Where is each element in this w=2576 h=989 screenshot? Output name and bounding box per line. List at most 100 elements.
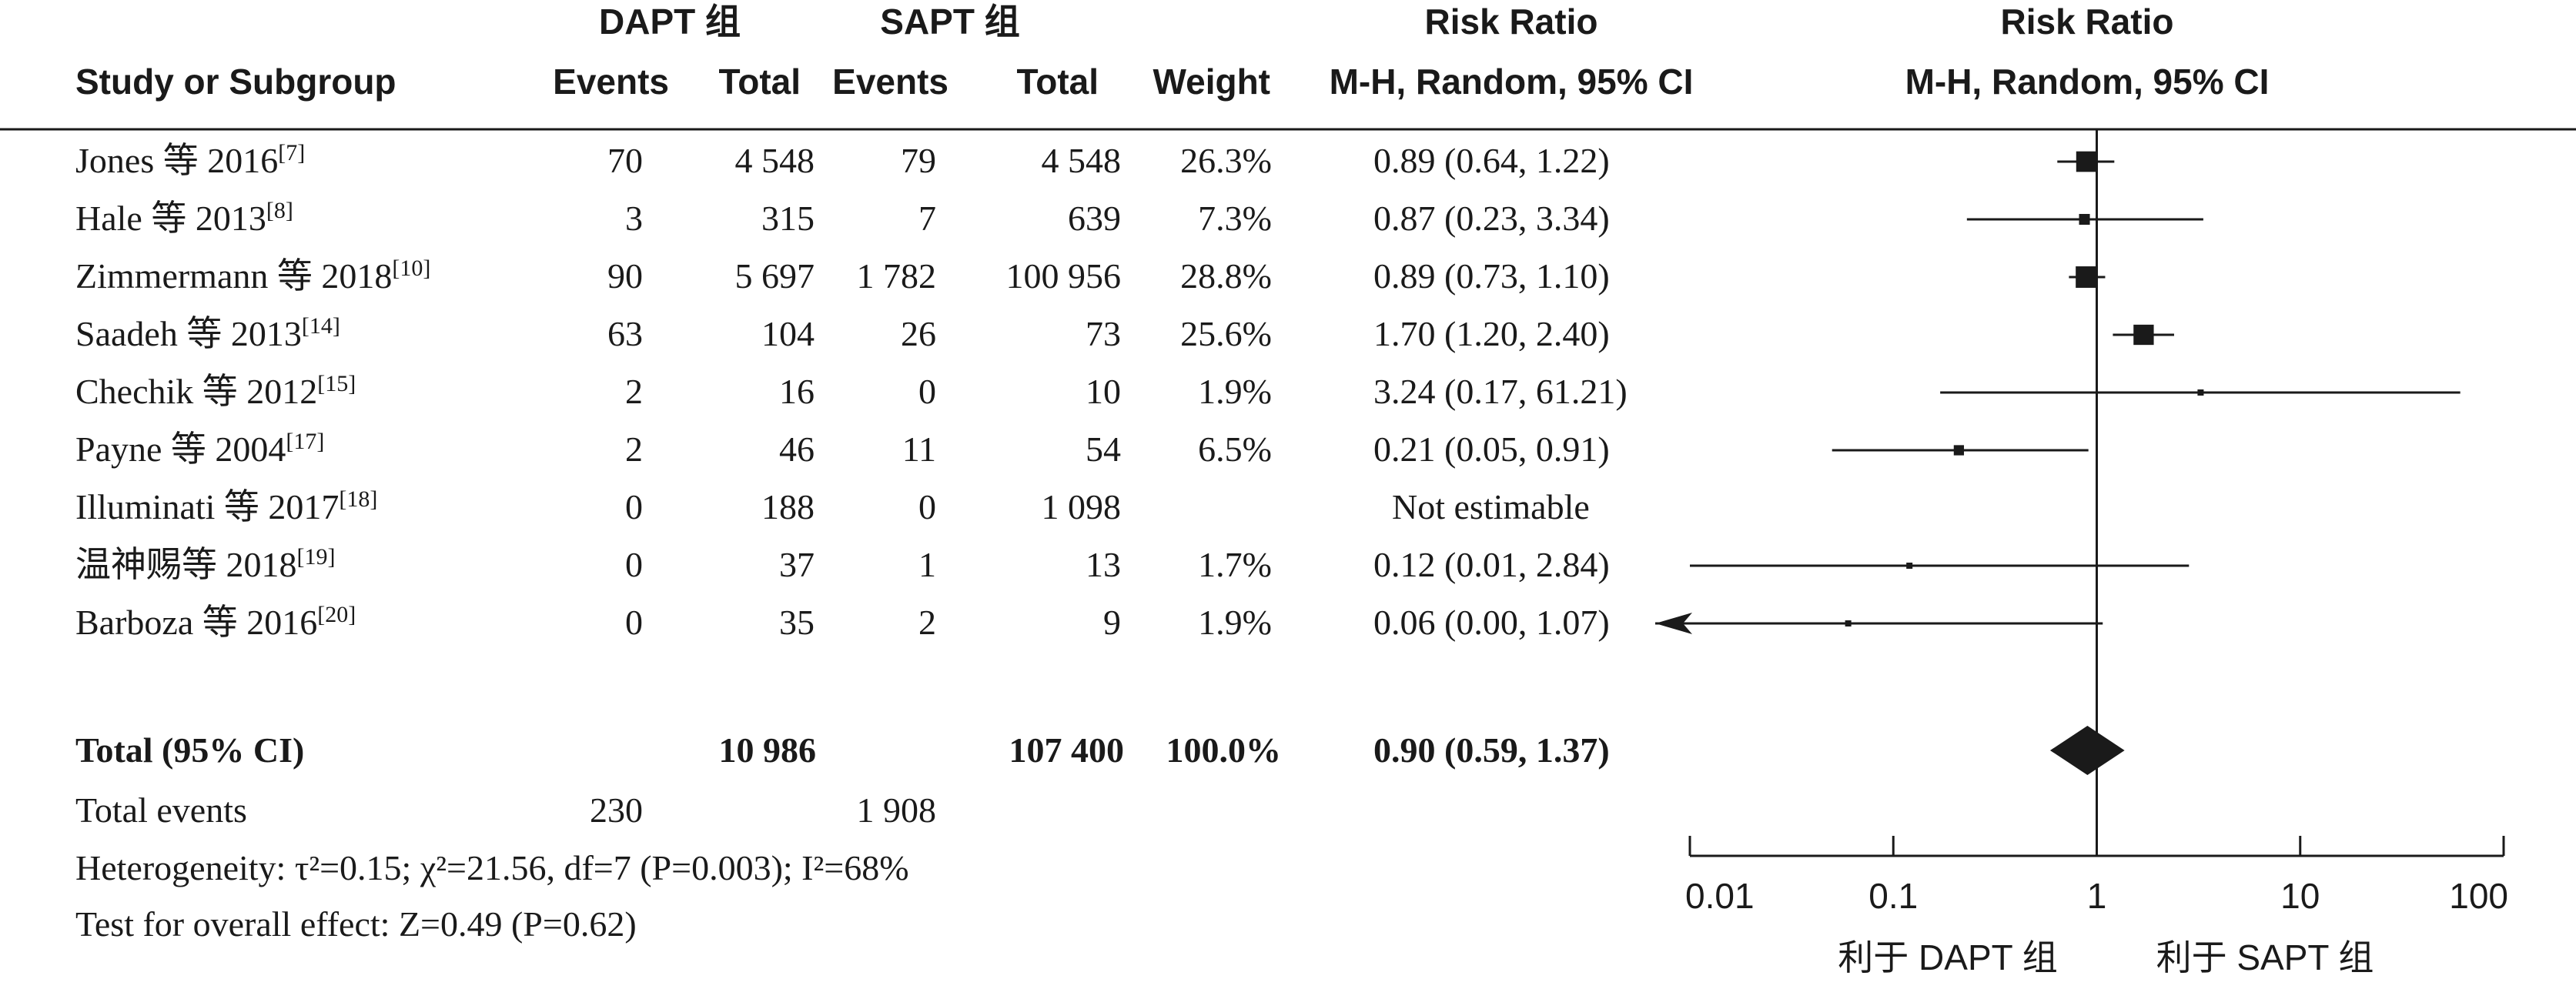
study-name-text: Saadeh 等 2013 [75, 314, 302, 353]
study-name: Barboza 等 2016[20] [75, 602, 356, 642]
study-reference: [19] [297, 544, 336, 570]
dapt-total-header: Total [719, 62, 801, 102]
effect-marker [2076, 266, 2098, 288]
ci-cell: 1.70 (1.20, 2.40) [1373, 314, 1610, 353]
sapt-group-header: SAPT 组 [880, 2, 1019, 42]
dapt-events-cell: 70 [607, 141, 643, 180]
rr-method-right: M-H, Random, 95% CI [1905, 62, 2270, 102]
sapt-events-cell: 1 [918, 545, 936, 584]
forest-plot-area: 0.01 0.1 1 10 100 [1655, 129, 2508, 916]
study-name: 温神赐等 2018[19] [75, 544, 335, 584]
weight-header: Weight [1153, 62, 1270, 102]
study-name: Payne 等 2004[17] [75, 429, 324, 469]
dapt-total-cell: 315 [761, 199, 815, 238]
sapt-total-cell: 10 [1086, 372, 1121, 411]
total-sapt-total: 107 400 [1009, 730, 1125, 770]
effect-marker [1906, 563, 1913, 569]
sapt-total-cell: 73 [1086, 314, 1121, 353]
weight-cell: 1.9% [1198, 372, 1272, 411]
sapt-events-cell: 79 [901, 141, 936, 180]
weight-cell: 25.6% [1180, 314, 1272, 353]
study-reference: [17] [286, 429, 324, 454]
study-reference: [10] [392, 256, 430, 281]
sapt-total-cell: 1 098 [1042, 487, 1122, 526]
dapt-total-cell: 35 [779, 603, 815, 642]
total-weight: 100.0% [1166, 730, 1282, 770]
x-tick-label: 100 [2449, 876, 2508, 916]
study-name: Saadeh 等 2013[14] [75, 313, 340, 353]
study-name-text: Zimmermann 等 2018 [75, 256, 392, 296]
effect-marker [2076, 151, 2097, 172]
sapt-total-header: Total [1017, 62, 1099, 102]
favours-sapt-label: 利于 SAPT 组 [2156, 937, 2374, 977]
ci-cell: 0.12 (0.01, 2.84) [1373, 545, 1610, 584]
study-name-text: Illuminati 等 2017 [75, 487, 339, 526]
sapt-events-cell: 0 [918, 372, 936, 411]
study-reference: [8] [266, 198, 293, 223]
study-name-text: 温神赐等 2018 [75, 545, 297, 584]
sapt-events-cell: 0 [918, 487, 936, 526]
heterogeneity-text: Heterogeneity: τ²=0.15; χ²=21.56, df=7 (… [75, 848, 909, 887]
study-name: Jones 等 2016[7] [75, 140, 305, 180]
weight-cell: 7.3% [1198, 199, 1272, 238]
dapt-group-header: DAPT 组 [599, 2, 741, 42]
total-ci: 0.90 (0.59, 1.37) [1373, 730, 1610, 770]
weight-cell: 1.9% [1198, 603, 1272, 642]
dapt-events-cell: 0 [625, 545, 643, 584]
rr-title-right: Risk Ratio [2001, 2, 2174, 42]
study-reference: [7] [278, 140, 305, 165]
pooled-diamond [2049, 726, 2125, 775]
ci-cell: 0.06 (0.00, 1.07) [1373, 603, 1610, 642]
x-tick-label: 0.01 [1685, 876, 1755, 916]
study-name: Chechik 等 2012[15] [75, 371, 356, 411]
overall-effect-text: Test for overall effect: Z=0.49 (P=0.62) [75, 904, 637, 944]
sapt-total-cell: 9 [1103, 603, 1121, 642]
dapt-total-cell: 5 697 [735, 256, 815, 296]
study-name: Zimmermann 等 2018[10] [75, 256, 430, 296]
dapt-events-header: Events [553, 62, 669, 102]
total-events-dapt: 230 [590, 790, 643, 830]
dapt-events-cell: 63 [607, 314, 643, 353]
study-name: Hale 等 2013[8] [75, 198, 293, 238]
study-column-header: Study or Subgroup [75, 62, 396, 102]
weight-cell: 28.8% [1180, 256, 1272, 296]
dapt-events-cell: 2 [625, 429, 643, 469]
study-reference: [15] [317, 371, 356, 396]
study-name: Illuminati 等 2017[18] [75, 486, 377, 526]
study-reference: [18] [339, 486, 377, 512]
ci-cell: Not estimable [1392, 487, 1590, 526]
weight-cell: 6.5% [1198, 429, 1272, 469]
study-name-text: Hale 等 2013 [75, 199, 266, 238]
dapt-total-cell: 104 [761, 314, 815, 353]
sapt-events-cell: 11 [902, 429, 936, 469]
effect-marker [1953, 445, 1965, 456]
ci-cell: 0.89 (0.64, 1.22) [1373, 141, 1610, 180]
ci-cell: 3.24 (0.17, 61.21) [1373, 372, 1628, 411]
total-label: Total (95% CI) [75, 730, 304, 770]
study-reference: [14] [302, 313, 340, 339]
sapt-total-cell: 4 548 [1042, 141, 1122, 180]
total-events-sapt: 1 908 [857, 790, 937, 830]
total-dapt-total: 10 986 [719, 730, 817, 770]
effect-marker [2133, 324, 2154, 346]
effect-marker [2197, 389, 2204, 396]
favours-dapt-label: 利于 DAPT 组 [1838, 937, 2057, 977]
ci-cell: 0.21 (0.05, 0.91) [1373, 429, 1610, 469]
dapt-events-cell: 2 [625, 372, 643, 411]
ci-cell: 0.89 (0.73, 1.10) [1373, 256, 1610, 296]
dapt-total-cell: 46 [779, 429, 815, 469]
study-name-text: Jones 等 2016 [75, 141, 278, 180]
study-name-text: Chechik 等 2012 [75, 372, 317, 411]
dapt-events-cell: 0 [625, 487, 643, 526]
sapt-total-cell: 54 [1086, 429, 1121, 469]
study-name-text: Payne 等 2004 [75, 429, 286, 469]
dapt-events-cell: 3 [625, 199, 643, 238]
x-tick-label: 1 [2087, 876, 2107, 916]
weight-cell: 26.3% [1180, 141, 1272, 180]
weight-cell: 1.7% [1198, 545, 1272, 584]
dapt-events-cell: 90 [607, 256, 643, 296]
rr-title-left: Risk Ratio [1425, 2, 1598, 42]
study-reference: [20] [317, 602, 356, 627]
sapt-events-cell: 2 [918, 603, 936, 642]
